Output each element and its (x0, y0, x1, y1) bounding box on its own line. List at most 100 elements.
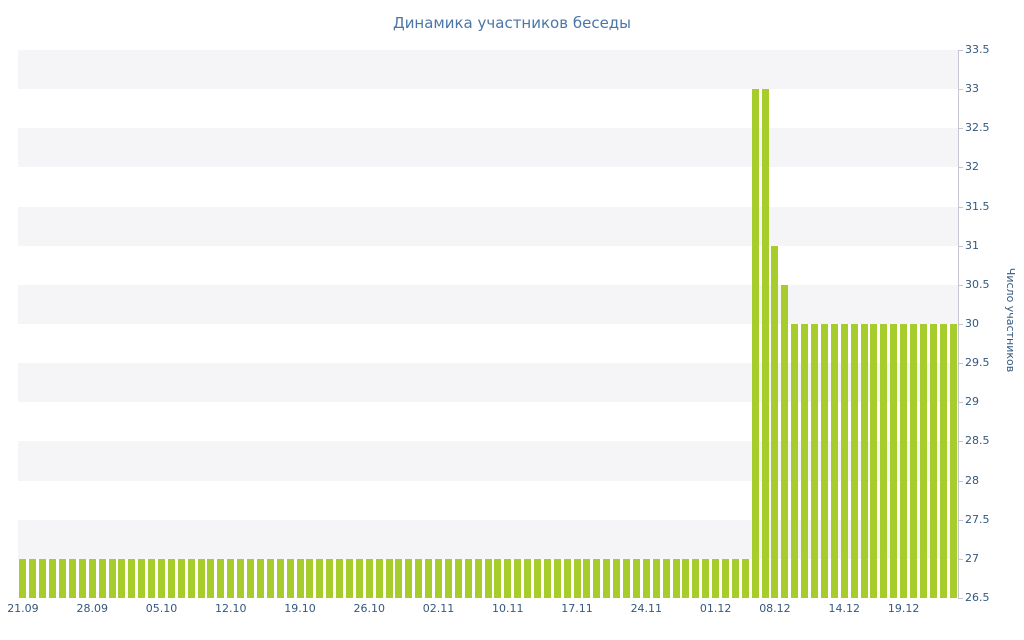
chart-bar (425, 558, 433, 598)
x-axis-tick-label: 08.12 (759, 602, 791, 615)
chart-bar (514, 558, 522, 598)
chart-bar (296, 558, 304, 598)
chart-bar (949, 324, 957, 598)
x-axis-tick-label: 21.09 (7, 602, 39, 615)
x-axis-tick-label: 01.12 (699, 602, 732, 615)
x-axis-tick-label: 26.10 (353, 602, 386, 615)
y-axis-tick (958, 363, 963, 365)
chart-bar (237, 558, 245, 598)
chart-bar (177, 558, 185, 598)
chart-bar (781, 284, 789, 598)
chart-bar (751, 89, 759, 598)
y-axis-tick-label: 29 (965, 395, 979, 409)
chart-bar (583, 558, 591, 598)
y-axis-tick (958, 441, 963, 443)
y-axis-tick (958, 167, 963, 169)
chart-bar (573, 558, 581, 598)
y-axis-tick (958, 50, 963, 51)
chart-bar (256, 558, 264, 598)
plot-stripe (18, 206, 958, 246)
chart-bar (435, 558, 443, 598)
chart-bar (791, 324, 799, 598)
y-axis-tick (958, 89, 963, 91)
chart-title: Динамика участников беседы (392, 14, 632, 32)
chart-bar (444, 558, 452, 598)
chart-bar (603, 558, 611, 598)
chart-bar (227, 558, 235, 598)
y-axis-tick (958, 558, 963, 560)
chart-bar (900, 324, 908, 598)
x-axis-tick-label: 02.11 (422, 602, 455, 615)
chart-bar (533, 558, 541, 598)
chart-bar (811, 324, 819, 598)
x-axis-tick-label: 24.11 (630, 602, 663, 615)
chart-bar (276, 558, 284, 598)
chart-bar (652, 558, 660, 598)
chart-bar (494, 558, 502, 598)
x-axis-tick-label: 17.11 (561, 602, 593, 615)
chart-bar (563, 558, 571, 598)
chart-bar (286, 558, 294, 598)
chart-bar (761, 89, 769, 598)
chart-bar (197, 558, 205, 598)
chart-bar (712, 558, 720, 598)
chart-bar (187, 558, 195, 598)
x-axis-tick-label: 12.10 (214, 602, 247, 615)
chart-bar (355, 558, 363, 598)
chart-bar (771, 245, 779, 598)
chart-bar (623, 558, 631, 598)
chart-bar (148, 558, 156, 598)
chart-bar (642, 558, 650, 598)
chart-bar (840, 324, 848, 598)
chart-bar (672, 558, 680, 598)
chart-bar (543, 558, 551, 598)
chart-bar (593, 558, 601, 598)
y-axis-tick-label: 30.5 (965, 277, 990, 291)
chart-bar (19, 558, 27, 598)
y-axis-tick-label: 33 (965, 82, 979, 96)
chart-bar (919, 324, 927, 598)
chart-bar (662, 558, 670, 598)
y-axis-tick-label: 33.5 (965, 43, 990, 56)
y-axis-title: Число участников (1004, 267, 1017, 373)
chart-bar (553, 558, 561, 598)
chart-bar (741, 558, 749, 598)
chart-bar (464, 558, 472, 598)
chart-bar (870, 324, 878, 598)
chart-bar (375, 558, 383, 598)
chart-bar (731, 558, 739, 598)
chart-bar (830, 324, 838, 598)
chart-bar (632, 558, 640, 598)
chart-bar (454, 558, 462, 598)
y-axis-tick-label: 32 (965, 160, 979, 174)
chart-bar (682, 558, 690, 598)
chart-bar (266, 558, 274, 598)
chart-bar (939, 324, 947, 598)
y-axis-tick-label: 31 (965, 238, 979, 252)
chart-bar (345, 558, 353, 598)
y-axis-tick (958, 284, 963, 286)
x-axis-tick-label: 19.12 (887, 602, 920, 615)
y-axis-tick (958, 402, 963, 404)
chart-bar (702, 558, 710, 598)
y-axis-tick (958, 245, 963, 247)
chart-bar (929, 324, 937, 598)
chart-bar (118, 558, 126, 598)
chart-bar (78, 558, 86, 598)
chart-bar (59, 558, 67, 598)
chart-bar (88, 558, 96, 598)
chart-bar (484, 558, 492, 598)
chart-bar (504, 558, 512, 598)
chart-bar (850, 324, 858, 598)
chart-bar (820, 324, 828, 598)
chart-bar (692, 558, 700, 598)
y-axis-tick-label: 30 (965, 317, 979, 330)
y-axis-tick (958, 519, 963, 521)
chart-bar (157, 558, 165, 598)
y-axis-tick-label: 32.5 (965, 121, 990, 135)
chart-bar (217, 558, 225, 598)
y-axis-tick (958, 598, 963, 599)
y-axis-tick-label: 28.5 (965, 434, 990, 448)
y-axis-tick-label: 27.5 (965, 512, 990, 526)
